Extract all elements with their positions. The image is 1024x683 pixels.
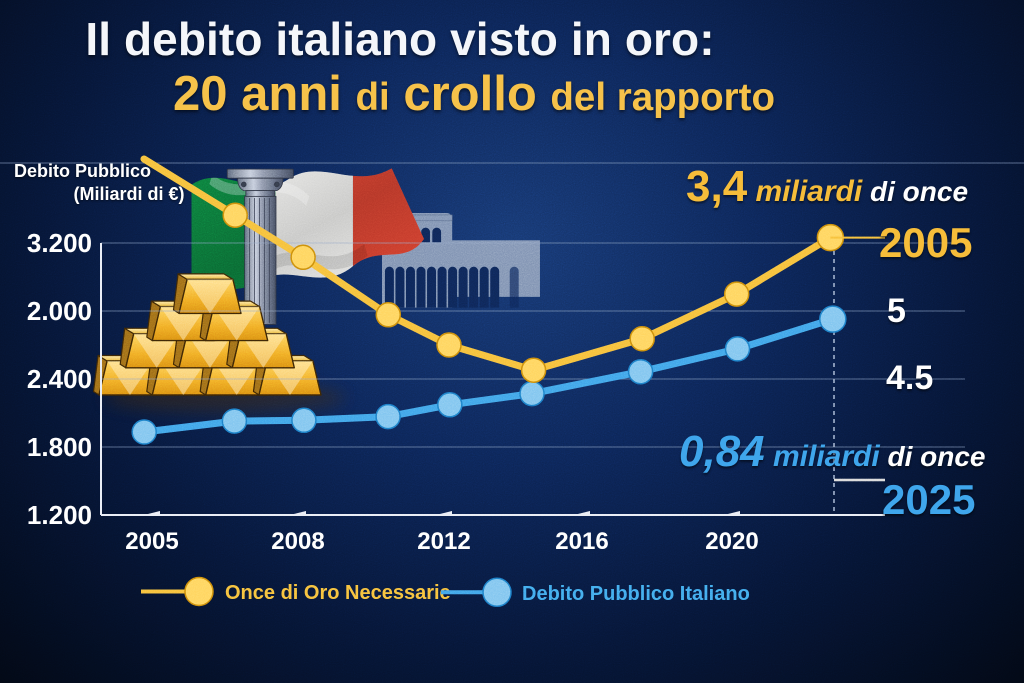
- svg-text:1.800: 1.800: [27, 432, 92, 462]
- svg-text:1.200: 1.200: [27, 500, 92, 530]
- svg-text:2.400: 2.400: [27, 364, 92, 394]
- svg-text:Once di Oro Necessarie: Once di Oro Necessarie: [225, 582, 451, 604]
- svg-text:Debito Pubblico Italiano: Debito Pubblico Italiano: [522, 583, 750, 605]
- svg-text:2012: 2012: [417, 528, 470, 555]
- svg-text:2005: 2005: [125, 528, 178, 555]
- svg-text:2020: 2020: [705, 528, 758, 555]
- svg-text:2016: 2016: [555, 528, 608, 555]
- svg-text:3.200: 3.200: [27, 228, 92, 258]
- svg-text:2.000: 2.000: [27, 296, 92, 326]
- svg-text:2008: 2008: [271, 528, 324, 555]
